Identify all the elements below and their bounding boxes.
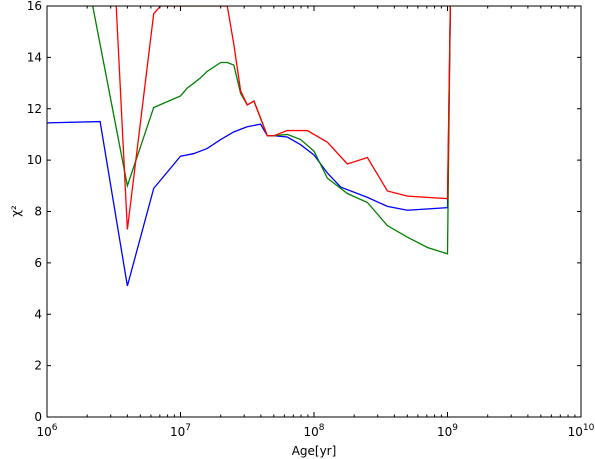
y-tick-label: 6 <box>34 256 42 270</box>
x-tick-exponent: 6 <box>52 423 58 433</box>
x-tick-label: 1010 <box>568 423 595 439</box>
x-tick-base: 10 <box>437 425 452 439</box>
x-axis-label: Age[yr] <box>292 444 337 458</box>
y-tick-label: 12 <box>27 102 42 116</box>
y-tick-label: 8 <box>34 205 42 219</box>
x-tick-exponent: 7 <box>185 423 191 433</box>
series-line-3 <box>115 6 451 230</box>
x-tick-base: 10 <box>303 425 318 439</box>
y-tick-label: 0 <box>34 410 42 424</box>
y-tick-label: 4 <box>34 307 42 321</box>
y-tick-label: 14 <box>27 50 42 64</box>
x-tick-exponent: 8 <box>319 423 325 433</box>
x-tick-base: 10 <box>36 425 51 439</box>
x-tick-label: 107 <box>170 423 191 439</box>
y-tick-label: 2 <box>34 359 42 373</box>
x-tick-base: 10 <box>568 425 583 439</box>
series-layer <box>47 6 451 287</box>
x-tick-label: 106 <box>36 423 57 439</box>
x-tick-base: 10 <box>170 425 185 439</box>
y-tick-label: 16 <box>27 0 42 13</box>
x-tick-label: 109 <box>437 423 458 439</box>
x-tick-exponent: 10 <box>583 423 595 433</box>
y-tick-label: 10 <box>27 153 42 167</box>
x-tick-exponent: 9 <box>452 423 458 433</box>
y-axis-label: χ² <box>9 205 23 217</box>
x-tick-label: 108 <box>303 423 324 439</box>
